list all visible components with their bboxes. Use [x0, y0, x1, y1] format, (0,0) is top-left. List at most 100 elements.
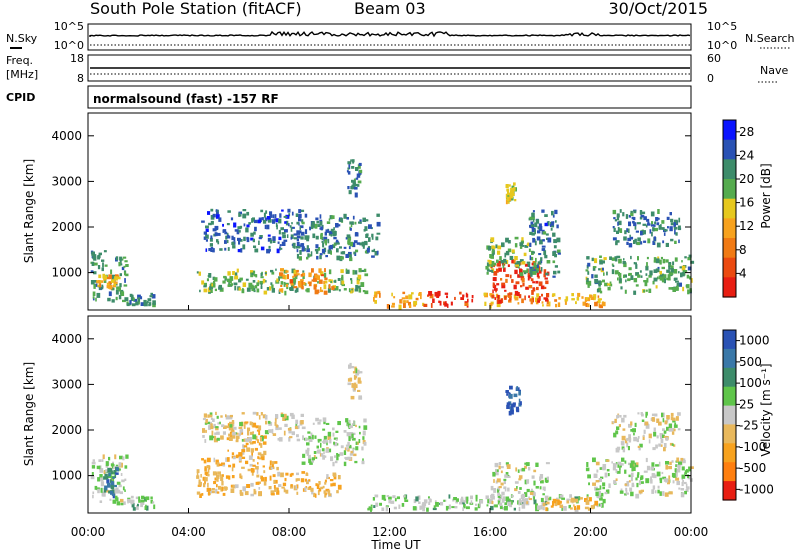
data-cell	[493, 271, 498, 276]
data-cell	[227, 284, 231, 287]
data-cell	[512, 402, 516, 406]
data-cell	[301, 471, 306, 474]
data-cell	[101, 267, 104, 272]
cpid-frame	[87, 85, 692, 109]
data-cell	[204, 480, 206, 485]
data-cell	[269, 475, 272, 481]
data-cell	[210, 220, 214, 225]
data-cell	[543, 250, 547, 256]
data-cell	[466, 500, 469, 504]
velocity-colorbar-label: Velocity [m s⁻¹]	[759, 363, 773, 456]
data-cell	[151, 294, 156, 299]
data-cell	[296, 230, 301, 235]
data-cell	[623, 274, 625, 278]
data-cell	[327, 431, 332, 437]
data-cell	[293, 286, 298, 289]
data-cell	[285, 489, 289, 494]
data-cell	[514, 481, 519, 484]
data-cell	[308, 458, 312, 464]
data-cell	[319, 214, 322, 219]
data-cell	[687, 474, 689, 479]
data-cell	[308, 435, 312, 440]
data-cell	[278, 484, 282, 487]
data-cell	[631, 467, 634, 472]
data-cell	[557, 500, 561, 506]
data-cell	[636, 438, 639, 443]
data-cell	[460, 297, 464, 300]
data-cell	[269, 460, 272, 466]
data-cell	[614, 418, 617, 423]
data-cell	[260, 453, 264, 457]
data-cell	[612, 421, 616, 424]
data-cell	[648, 274, 652, 278]
data-cell	[242, 486, 246, 492]
data-cell	[374, 300, 377, 304]
data-cell	[201, 280, 205, 285]
data-cell	[628, 214, 631, 218]
data-cell	[681, 474, 686, 479]
data-cell	[323, 455, 327, 458]
data-cell	[229, 431, 232, 437]
data-cell	[639, 216, 643, 220]
data-cell	[137, 503, 139, 507]
data-cell	[210, 215, 215, 220]
data-cell	[141, 495, 145, 500]
data-cell	[630, 472, 634, 477]
data-cell	[359, 242, 364, 246]
data-cell	[262, 441, 267, 445]
data-cell	[537, 230, 541, 234]
data-cell	[119, 455, 123, 460]
data-cell	[648, 288, 652, 293]
data-cell	[641, 211, 646, 215]
data-cell	[269, 465, 272, 470]
data-cell	[350, 290, 353, 294]
data-cell	[408, 301, 411, 306]
data-cell	[459, 501, 463, 505]
data-cell	[614, 219, 618, 222]
data-cell	[203, 459, 207, 464]
data-cell	[515, 262, 519, 267]
data-cell	[485, 265, 489, 270]
data-cell	[209, 288, 213, 293]
data-patch	[611, 411, 681, 453]
data-cell	[490, 505, 494, 511]
data-cell	[599, 485, 602, 490]
data-cell	[534, 229, 536, 235]
data-cell	[216, 239, 219, 243]
data-cell	[531, 212, 534, 217]
data-cell	[124, 478, 127, 481]
data-cell	[250, 493, 254, 497]
data-cell	[234, 285, 237, 291]
data-cell	[302, 435, 304, 441]
data-cell	[358, 268, 362, 273]
data-cell	[265, 210, 268, 214]
data-cell	[312, 422, 315, 425]
data-cell	[260, 412, 263, 416]
data-cell	[320, 232, 323, 237]
data-cell	[664, 430, 667, 433]
data-cell	[574, 507, 579, 512]
data-cell	[539, 260, 542, 264]
data-cell	[623, 236, 627, 241]
data-patch	[483, 292, 606, 309]
data-cell	[621, 435, 626, 441]
data-cell	[555, 303, 558, 308]
data-cell	[90, 476, 95, 480]
data-cell	[310, 432, 313, 438]
data-cell	[681, 458, 686, 462]
data-cell	[125, 454, 129, 459]
data-cell	[300, 243, 303, 247]
data-cell	[570, 507, 573, 510]
data-cell	[327, 435, 332, 440]
nsky-tick-top: 10^5	[54, 20, 84, 33]
data-cell	[92, 296, 95, 299]
data-cell	[209, 414, 213, 418]
data-cell	[664, 492, 669, 497]
data-cell	[137, 294, 141, 299]
data-cell	[673, 269, 678, 274]
data-cell	[340, 269, 344, 274]
data-cell	[471, 295, 474, 299]
data-cell	[250, 431, 254, 435]
x-tick-label: 08:00	[272, 525, 307, 539]
data-cell	[97, 488, 100, 494]
